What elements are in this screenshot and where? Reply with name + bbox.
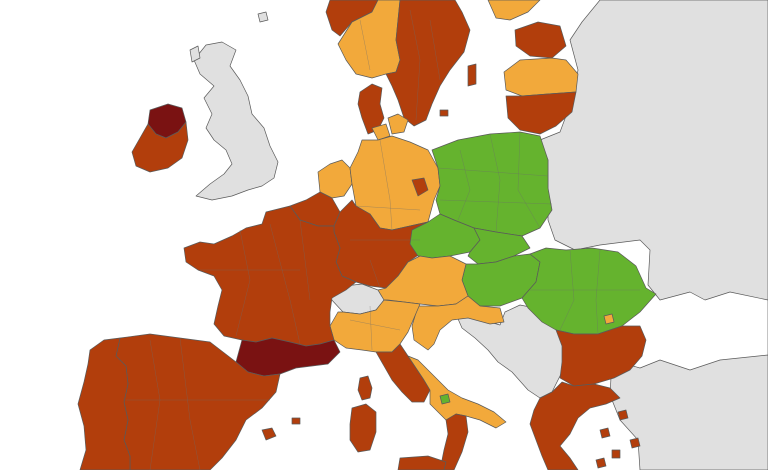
region-sardinia[interactable] [349, 403, 377, 453]
scottish-islands[interactable] [189, 11, 269, 63]
turkey-west-land[interactable] [609, 354, 768, 470]
region-croatia[interactable] [411, 295, 505, 351]
ireland-island [131, 103, 189, 173]
region-bucharest[interactable] [603, 313, 615, 325]
region-ireland[interactable] [131, 121, 189, 173]
region-lithuania[interactable] [505, 91, 577, 135]
region-corsica[interactable] [357, 375, 373, 401]
region-calabria[interactable] [439, 413, 469, 470]
region-finland[interactable] [487, 0, 541, 21]
region-estonia[interactable] [514, 21, 567, 59]
region-latvia[interactable] [503, 57, 579, 97]
region-greek-islands[interactable] [595, 409, 641, 469]
region-bornholm[interactable] [439, 109, 449, 117]
region-italy-south[interactable] [407, 355, 507, 429]
great-britain[interactable] [193, 41, 279, 201]
region-greece[interactable] [529, 381, 621, 470]
region-lazio-green-spot[interactable] [439, 393, 451, 405]
south-east [529, 325, 647, 470]
region-gotland[interactable] [467, 63, 477, 87]
region-sicily[interactable] [397, 455, 447, 470]
